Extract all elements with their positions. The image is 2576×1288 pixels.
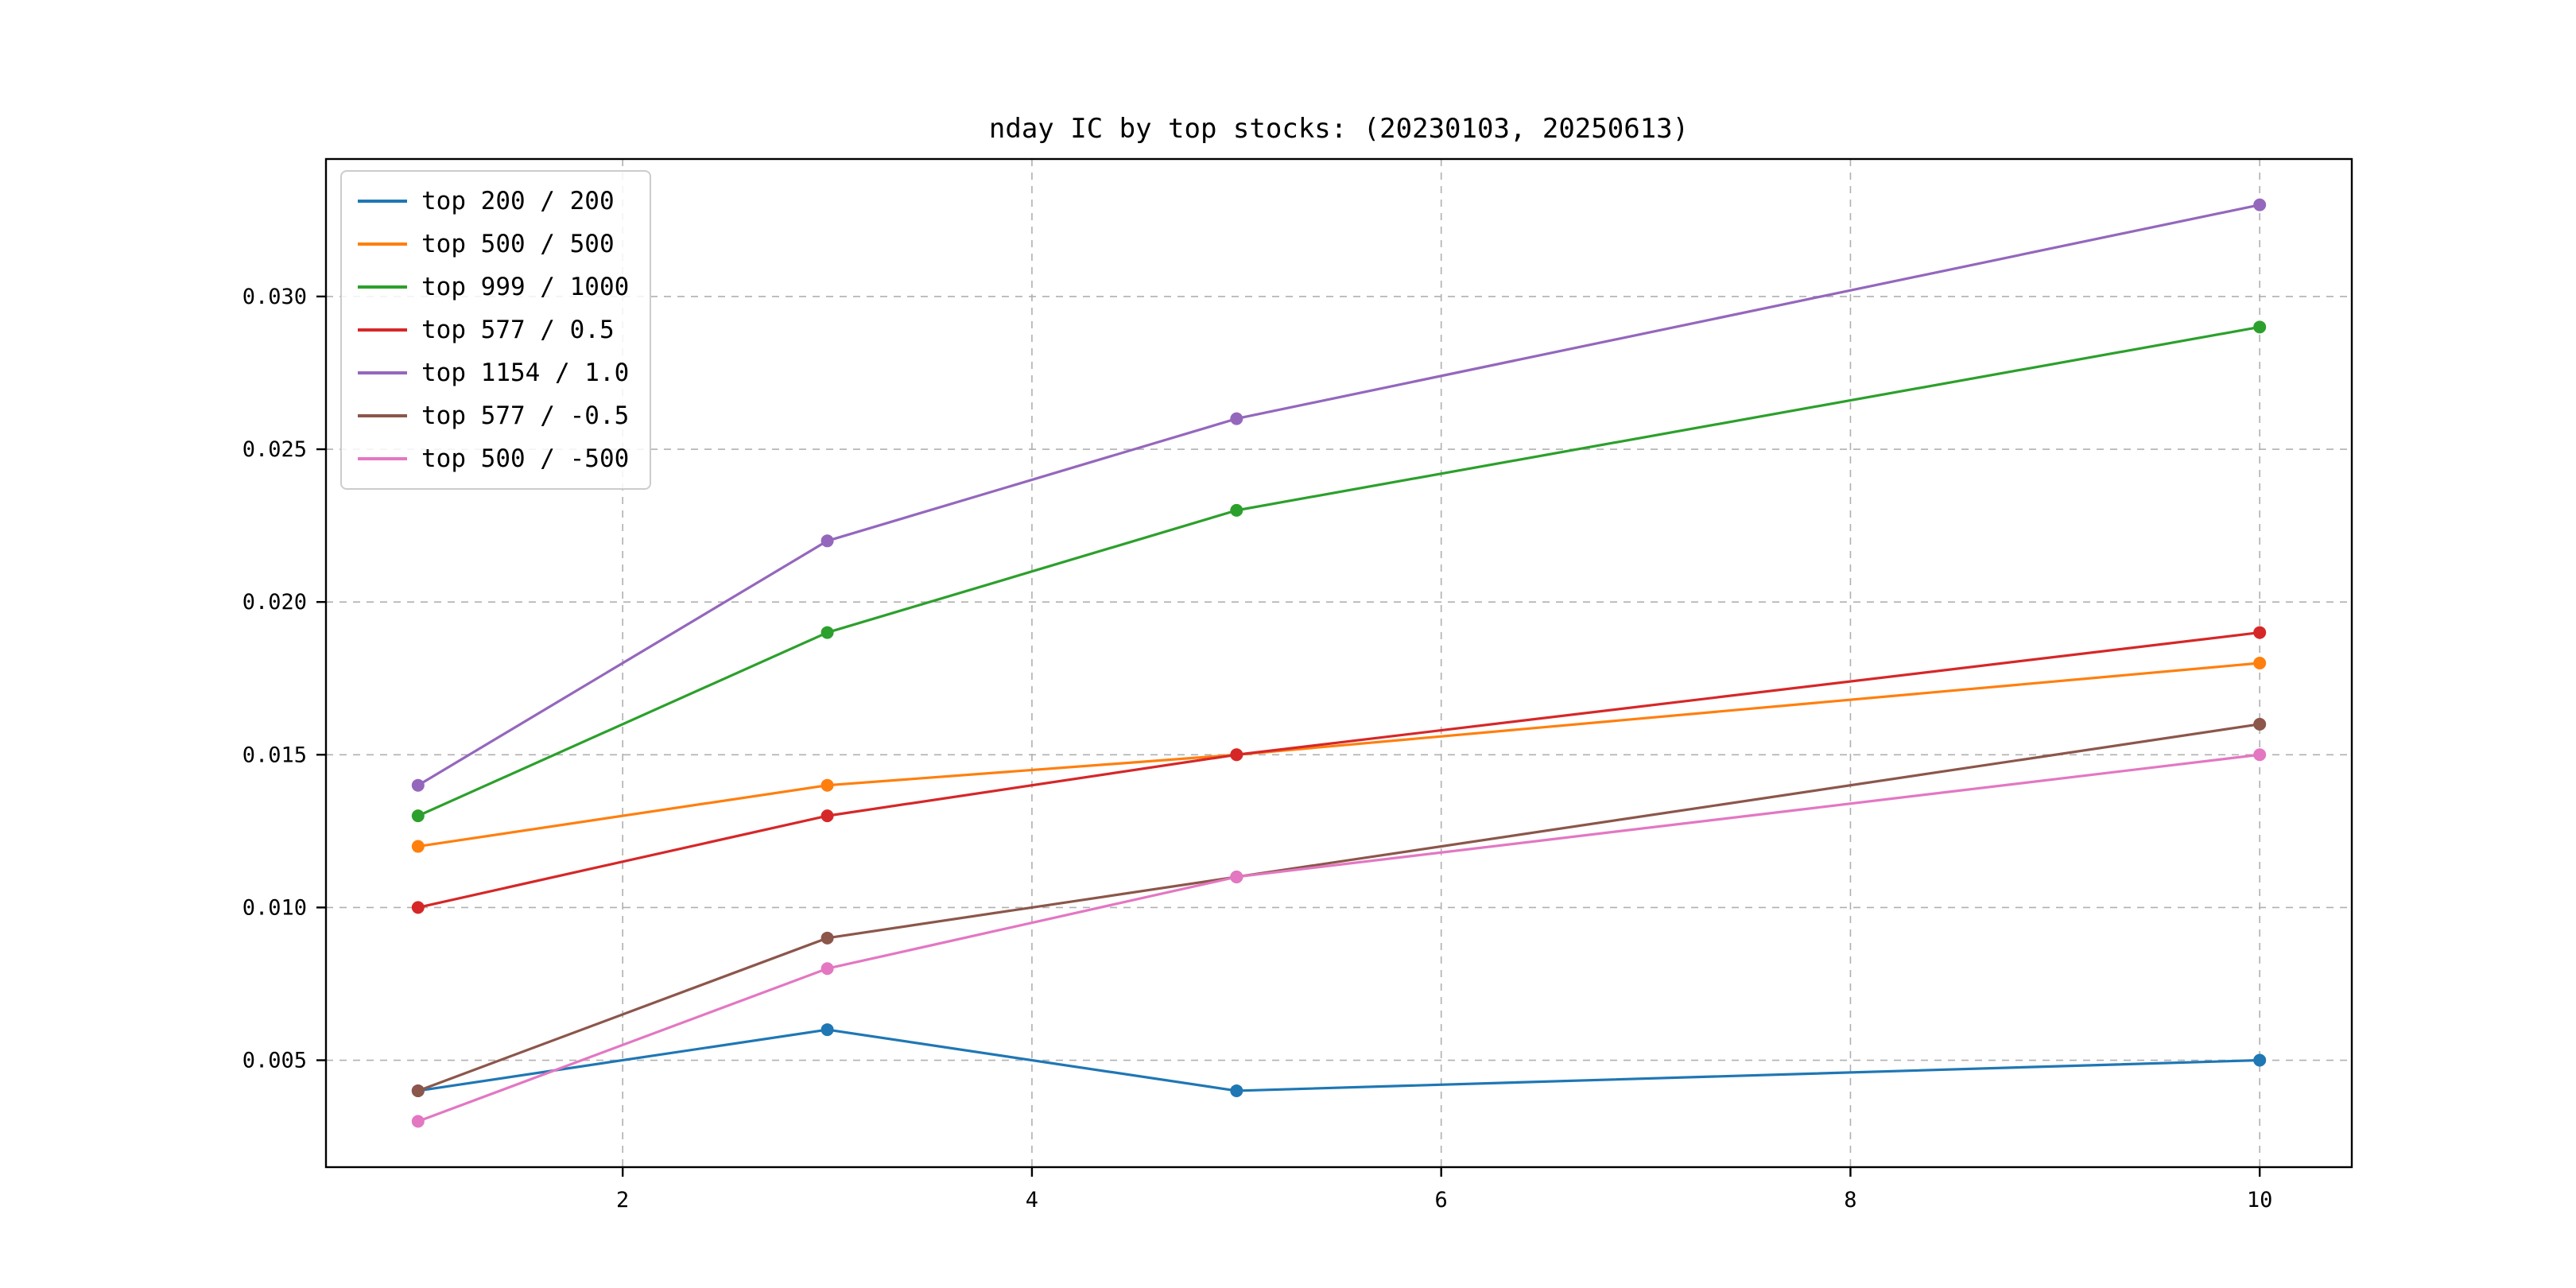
legend-line-swatch xyxy=(358,371,407,374)
data-point-marker xyxy=(2253,717,2267,731)
series-line xyxy=(417,1028,2261,1092)
data-point-marker xyxy=(821,626,834,639)
legend-line-swatch xyxy=(358,414,407,417)
data-point-marker xyxy=(821,931,834,945)
data-point-marker xyxy=(821,534,834,548)
data-point-marker xyxy=(411,840,425,853)
legend-line-swatch xyxy=(358,457,407,460)
y-tick-label: 0.005 xyxy=(242,1049,307,1073)
legend-line-swatch xyxy=(358,285,407,289)
y-tick-label: 0.020 xyxy=(242,590,307,615)
data-point-marker xyxy=(1230,1084,1243,1097)
x-tick-label: 4 xyxy=(1026,1188,1038,1212)
series-line xyxy=(417,204,2261,787)
data-point-marker xyxy=(821,778,834,792)
data-point-marker xyxy=(821,809,834,823)
data-point-marker xyxy=(1230,748,1243,762)
legend-item: top 500 / -500 xyxy=(358,440,629,477)
x-tick-label: 8 xyxy=(1844,1188,1856,1212)
legend-line-swatch xyxy=(358,200,407,203)
data-point-marker xyxy=(411,1084,425,1097)
x-tick-label: 6 xyxy=(1435,1188,1448,1212)
data-point-marker xyxy=(1230,503,1243,517)
axes-border xyxy=(324,157,2353,1169)
legend-label: top 1154 / 1.0 xyxy=(421,359,630,387)
series-line xyxy=(417,630,2261,909)
data-point-marker xyxy=(411,778,425,792)
y-tick-label: 0.010 xyxy=(242,895,307,920)
data-point-marker xyxy=(2253,657,2267,669)
legend-label: top 999 / 1000 xyxy=(421,273,630,301)
legend-item: top 200 / 200 xyxy=(358,183,629,219)
legend-item: top 999 / 1000 xyxy=(358,269,629,305)
data-point-marker xyxy=(2253,1053,2267,1067)
data-point-marker xyxy=(2253,626,2267,639)
data-point-marker xyxy=(2253,198,2267,211)
legend: top 200 / 200 top 500 / 500 top 999 / 1000… xyxy=(340,170,652,490)
legend-label: top 577 / -0.5 xyxy=(421,402,630,430)
data-point-marker xyxy=(821,962,834,976)
data-point-marker xyxy=(411,1115,425,1128)
y-tick-label: 0.030 xyxy=(242,285,307,309)
series-line xyxy=(417,325,2261,817)
data-point-marker xyxy=(411,901,425,914)
y-tick-label: 0.015 xyxy=(242,743,307,767)
legend-label: top 577 / 0.5 xyxy=(421,316,615,344)
y-tick-label: 0.025 xyxy=(242,437,307,462)
data-point-marker xyxy=(411,809,425,823)
legend-label: top 500 / -500 xyxy=(421,444,630,473)
x-tick-label: 2 xyxy=(616,1188,629,1212)
legend-item: top 577 / -0.5 xyxy=(358,398,629,434)
x-tick-label: 10 xyxy=(2247,1188,2273,1212)
data-point-marker xyxy=(821,1023,834,1037)
legend-label: top 200 / 200 xyxy=(421,187,615,215)
legend-item: top 577 / 0.5 xyxy=(358,312,629,348)
data-point-marker xyxy=(2253,748,2267,762)
data-point-marker xyxy=(1230,870,1243,883)
legend-line-swatch xyxy=(358,242,407,246)
data-point-marker xyxy=(1230,412,1243,425)
legend-item: top 500 / 500 xyxy=(358,226,629,262)
chart-title: nday IC by top stocks: (20230103, 202506… xyxy=(988,113,1690,145)
series-line xyxy=(417,753,2261,1123)
data-point-marker xyxy=(2253,320,2267,334)
series-line xyxy=(417,723,2261,1092)
legend-line-swatch xyxy=(358,328,407,332)
series-line xyxy=(417,661,2261,848)
legend-label: top 500 / 500 xyxy=(421,230,615,258)
legend-item: top 1154 / 1.0 xyxy=(358,355,629,391)
